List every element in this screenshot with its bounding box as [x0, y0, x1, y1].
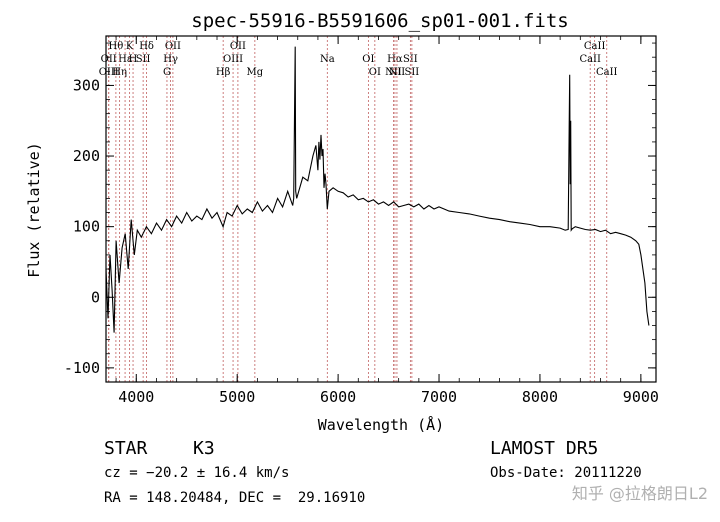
line-label-13: OI: [362, 54, 374, 65]
chart-title: spec-55916-B5591606_sp01-001.fits: [191, 10, 569, 32]
y-axis-label: Flux (relative): [25, 142, 43, 277]
line-label-6: OII: [101, 54, 117, 65]
line-label-3: OII: [165, 41, 181, 52]
y-tick-label-3: 200: [73, 147, 100, 165]
x-tick-label-1: 5000: [219, 388, 255, 406]
line-label-22: OI: [369, 67, 381, 78]
line-label-18: Hη: [112, 67, 127, 78]
survey-name: LAMOST DR5: [490, 438, 599, 459]
line-label-23: NII: [385, 67, 402, 78]
x-tick-label-3: 7000: [421, 388, 457, 406]
line-label-11: OIII: [223, 54, 243, 65]
object-class: STAR: [104, 438, 148, 459]
line-label-19: G: [163, 67, 171, 78]
line-label-9: SII: [136, 54, 151, 65]
line-label-24: NII: [389, 67, 406, 78]
coordinates: RA = 148.20484, DEC = 29.16910: [104, 490, 366, 506]
redshift-value: cz = −20.2 ± 16.4 km/s: [104, 465, 290, 481]
line-label-10: Hγ: [163, 54, 178, 65]
y-tick-label-1: 0: [91, 288, 100, 306]
line-label-26: CaII: [596, 67, 618, 78]
line-label-14: Hα: [387, 54, 403, 65]
object-subclass: K3: [193, 438, 215, 459]
axis-ticks: 4000 5000 6000 7000 8000 9000 -100 0 100 200 300: [64, 36, 659, 406]
line-label-21: Mg: [247, 67, 264, 78]
watermark: 知乎 @拉格朗日L2: [571, 484, 708, 503]
line-label-2: Hδ: [139, 41, 154, 52]
line-label-25: SII: [404, 67, 419, 78]
y-tick-label-0: -100: [64, 359, 100, 377]
x-tick-label-0: 4000: [118, 388, 154, 406]
line-label-0: Hθ: [109, 41, 124, 52]
line-label-5: CaII: [584, 41, 606, 52]
plot-frame: [105, 35, 657, 383]
line-label-16: CaII: [579, 54, 601, 65]
x-tick-label-2: 6000: [320, 388, 356, 406]
x-tick-label-4: 8000: [522, 388, 558, 406]
line-label-4: OII: [230, 41, 246, 52]
line-label-7: Hε: [118, 54, 132, 65]
line-label-1: K: [126, 41, 134, 52]
observation-date: Obs-Date: 20111220: [490, 465, 642, 481]
spectrum-line: [105, 46, 650, 333]
line-label-15: SII: [403, 54, 418, 65]
y-tick-label-4: 300: [73, 76, 100, 94]
line-label-12: Na: [320, 54, 335, 65]
x-axis-label: Wavelength (Å): [318, 415, 444, 434]
x-tick-label-5: 9000: [623, 388, 659, 406]
line-label-20: Hβ: [216, 67, 231, 78]
line-label-8: H: [129, 54, 138, 65]
y-tick-label-2: 100: [73, 218, 100, 236]
line-label-17: OIII: [99, 67, 119, 78]
